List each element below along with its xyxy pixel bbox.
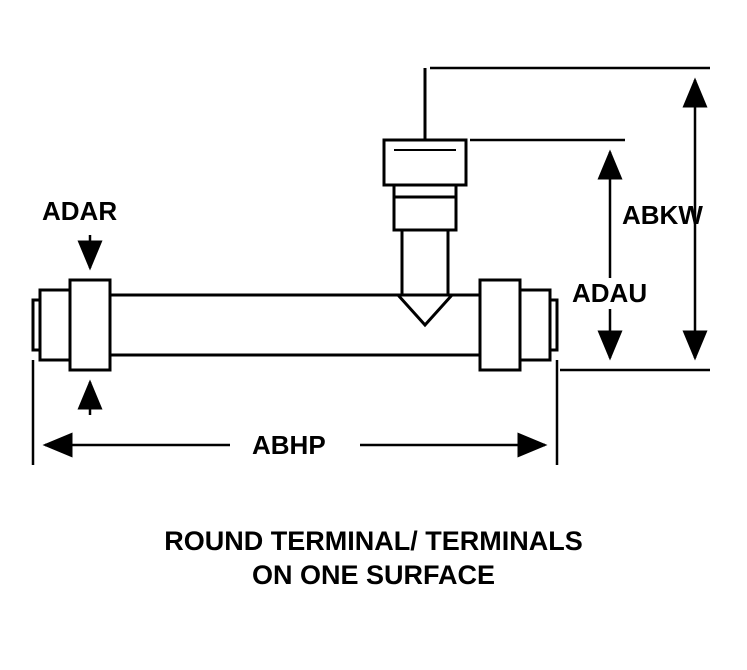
label-abhp: ABHP	[252, 430, 326, 461]
label-adau: ADAU	[570, 278, 649, 309]
terminal-body	[33, 280, 557, 370]
engineering-diagram: ADAR ABHP ABKW ADAU ROUND TERMINAL/ TERM…	[0, 0, 747, 670]
terminal-branch	[384, 68, 466, 325]
diagram-caption: ROUND TERMINAL/ TERMINALS ON ONE SURFACE	[0, 525, 747, 593]
caption-line-2: ON ONE SURFACE	[0, 559, 747, 593]
label-abkw: ABKW	[622, 200, 703, 231]
label-adar: ADAR	[42, 196, 117, 227]
caption-line-1: ROUND TERMINAL/ TERMINALS	[0, 525, 747, 559]
